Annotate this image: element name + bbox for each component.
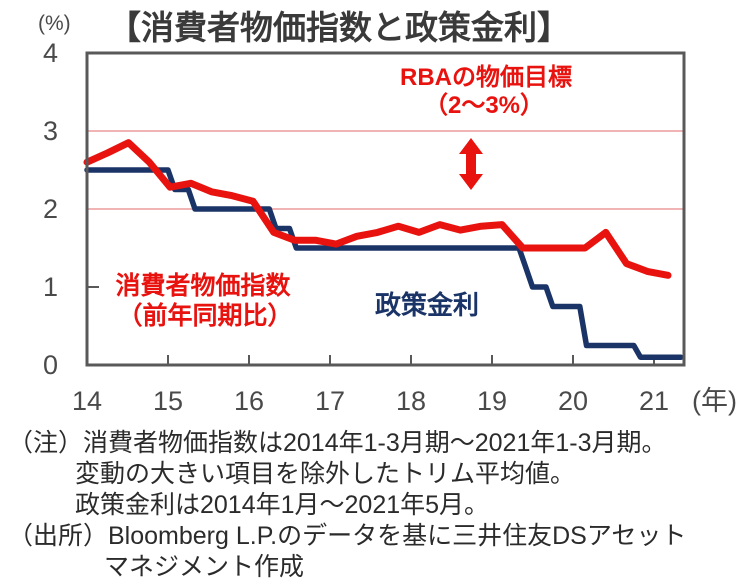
target-band-label-line2: （2～3%） bbox=[424, 92, 544, 119]
y-tick-label: 0 bbox=[43, 350, 58, 380]
gridlines bbox=[88, 130, 683, 210]
note-line-3: 政策金利は2014年1月～2021年5月。 bbox=[75, 491, 490, 519]
x-tick-label: 14 bbox=[72, 386, 102, 416]
y-axis-unit-label: (%) bbox=[38, 12, 71, 35]
y-tick-label: 3 bbox=[43, 116, 58, 146]
x-axis-unit-label: (年) bbox=[692, 386, 737, 416]
x-tick-label: 21 bbox=[639, 386, 669, 416]
x-tick-label: 18 bbox=[396, 386, 426, 416]
x-tick-label: 17 bbox=[315, 386, 345, 416]
plot-border bbox=[85, 51, 686, 367]
cpi-line bbox=[83, 139, 672, 279]
chart-canvas: (%) 【消費者物価指数と政策金利】 0 1 2 3 4 14 15 16 17 18 19 20 21… bbox=[38, 9, 737, 416]
source-line-1: （出所）Bloomberg L.P.のデータを基に三井住友DSアセット bbox=[8, 522, 687, 550]
data-series bbox=[83, 139, 684, 360]
x-tick-label: 16 bbox=[234, 386, 264, 416]
x-tick-label: 15 bbox=[153, 386, 183, 416]
source-line-2: マネジメント作成 bbox=[104, 553, 305, 581]
axis-tick-labels: 0 1 2 3 4 14 15 16 17 18 19 20 21 bbox=[43, 38, 669, 416]
cpi-series-label-line1: 消費者物価指数 bbox=[115, 272, 291, 300]
y-tick-label: 1 bbox=[43, 272, 58, 302]
y-tick-label: 4 bbox=[43, 38, 58, 68]
policy-rate-series-label: 政策金利 bbox=[375, 290, 479, 320]
note-line-1: （注）消費者物価指数は2014年1-3月期～2021年1-3月期。 bbox=[8, 429, 667, 457]
y-tick-label: 2 bbox=[43, 194, 58, 224]
page-title: 【消費者物価指数と政策金利】 bbox=[108, 9, 570, 46]
cpi-series-label-line2: （前年同期比） bbox=[117, 301, 292, 330]
x-tick-label: 20 bbox=[558, 386, 588, 416]
x-tick-label: 19 bbox=[477, 386, 507, 416]
policy-rate-line bbox=[84, 167, 684, 360]
target-band-label-line1: RBAの物価目標 bbox=[400, 64, 572, 91]
notes-block: （注）消費者物価指数は2014年1-3月期～2021年1-3月期。 変動の大きい… bbox=[8, 428, 748, 583]
note-line-2: 変動の大きい項目を除外したトリム平均値。 bbox=[75, 460, 576, 488]
double-arrow-vertical-icon bbox=[459, 138, 483, 190]
